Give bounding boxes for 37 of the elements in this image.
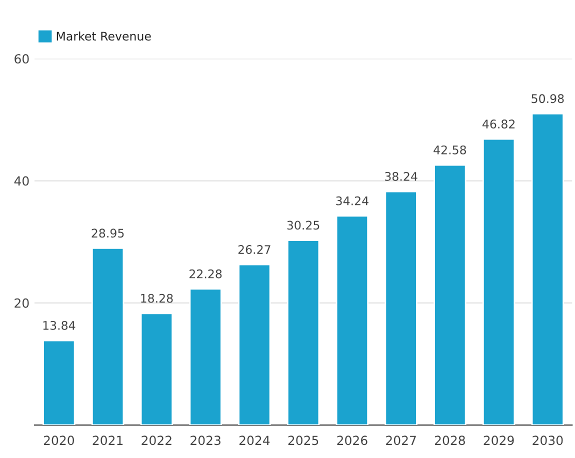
data-label: 28.95 [92, 228, 124, 238]
data-label: 50.98 [532, 94, 564, 104]
x-tick-label: 2022 [142, 436, 172, 446]
data-label: 13.84 [43, 320, 76, 330]
x-tick-label: 2029 [484, 436, 514, 446]
data-label: 18.28 [141, 294, 173, 303]
x-tick-label: 2023 [190, 436, 220, 446]
x-tick-label: 2020 [44, 436, 74, 446]
x-tick-label: 2025 [288, 436, 318, 446]
x-tick-label: 2021 [92, 436, 123, 446]
bar [384, 190, 418, 426]
x-tick-label: 2024 [239, 436, 270, 446]
bar [42, 340, 76, 426]
legend-label: Market Revenue [56, 31, 151, 41]
bar [336, 215, 369, 426]
bar [238, 264, 271, 426]
data-label: 30.25 [287, 220, 320, 230]
x-tick-label: 2028 [434, 436, 465, 446]
bar [482, 138, 516, 426]
y-tick-label: 40 [14, 176, 29, 186]
data-label: 22.28 [190, 269, 222, 278]
data-label: 26.27 [238, 245, 270, 254]
bar [91, 248, 124, 426]
bar [286, 240, 320, 426]
x-tick-label: 2030 [532, 436, 563, 446]
bar [531, 113, 564, 426]
bar [189, 288, 222, 426]
data-label: 46.82 [482, 120, 515, 128]
y-tick-label: 60 [14, 54, 29, 64]
data-label: 34.24 [336, 196, 368, 206]
bar [140, 312, 174, 426]
bar [434, 164, 466, 426]
x-tick-label: 2026 [337, 436, 368, 446]
y-tick-label: 20 [14, 298, 29, 308]
data-label: 42.58 [434, 145, 466, 154]
x-tick-label: 2027 [386, 436, 416, 446]
data-label: 38.24 [385, 172, 418, 181]
